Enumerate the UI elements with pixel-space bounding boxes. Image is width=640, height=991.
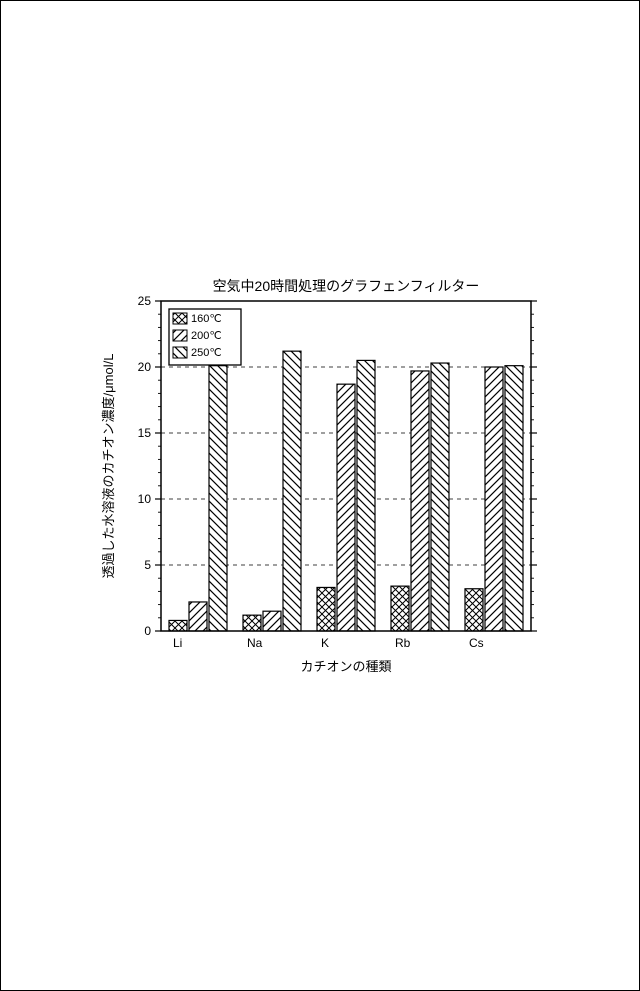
bar [411,371,429,631]
svg-text:10: 10 [138,492,152,506]
svg-text:20: 20 [138,360,152,374]
chart-container: 0 5 10 15 20 25 Li Na K Rb Cs 空気中20時間処理のグラフェンフィルターカ… [91,271,551,711]
bar [317,587,335,631]
legend-label: 250℃ [191,347,222,359]
legend-swatch [173,330,187,341]
bar [391,586,409,631]
x-tick-label: Li [173,636,182,650]
y-axis-label: 透過した水溶液のカチオン濃度/μmol/L [101,354,116,579]
svg-text:15: 15 [138,426,152,440]
bar [505,366,523,631]
legend-label: 160℃ [191,313,222,325]
x-tick-label: Cs [469,636,484,650]
x-tick-label: Na [247,636,263,650]
x-tick-label: Rb [395,636,411,650]
bar-chart: 0 5 10 15 20 25 Li Na K Rb Cs 空気中20時間処理のグラフェンフィルターカ… [91,271,551,711]
svg-text:0: 0 [144,624,151,638]
bar [465,589,483,631]
svg-text:25: 25 [138,294,152,308]
legend-swatch [173,347,187,358]
bar [337,384,355,631]
bar [209,366,227,631]
page-frame: 0 5 10 15 20 25 Li Na K Rb Cs 空気中20時間処理のグラフェンフィルターカ… [0,0,640,991]
bar [189,602,207,631]
bar [243,615,261,631]
bar [357,360,375,631]
x-axis-label: カチオンの種類 [300,659,391,674]
bar [263,611,281,631]
legend-swatch [173,313,187,324]
chart-title: 空気中20時間処理のグラフェンフィルター [213,278,480,294]
x-tick-label: K [321,636,329,650]
bar [431,363,449,631]
bar [283,351,301,631]
svg-text:5: 5 [144,558,151,572]
bar [485,367,503,631]
legend-label: 200℃ [191,330,222,342]
bar [169,620,187,631]
